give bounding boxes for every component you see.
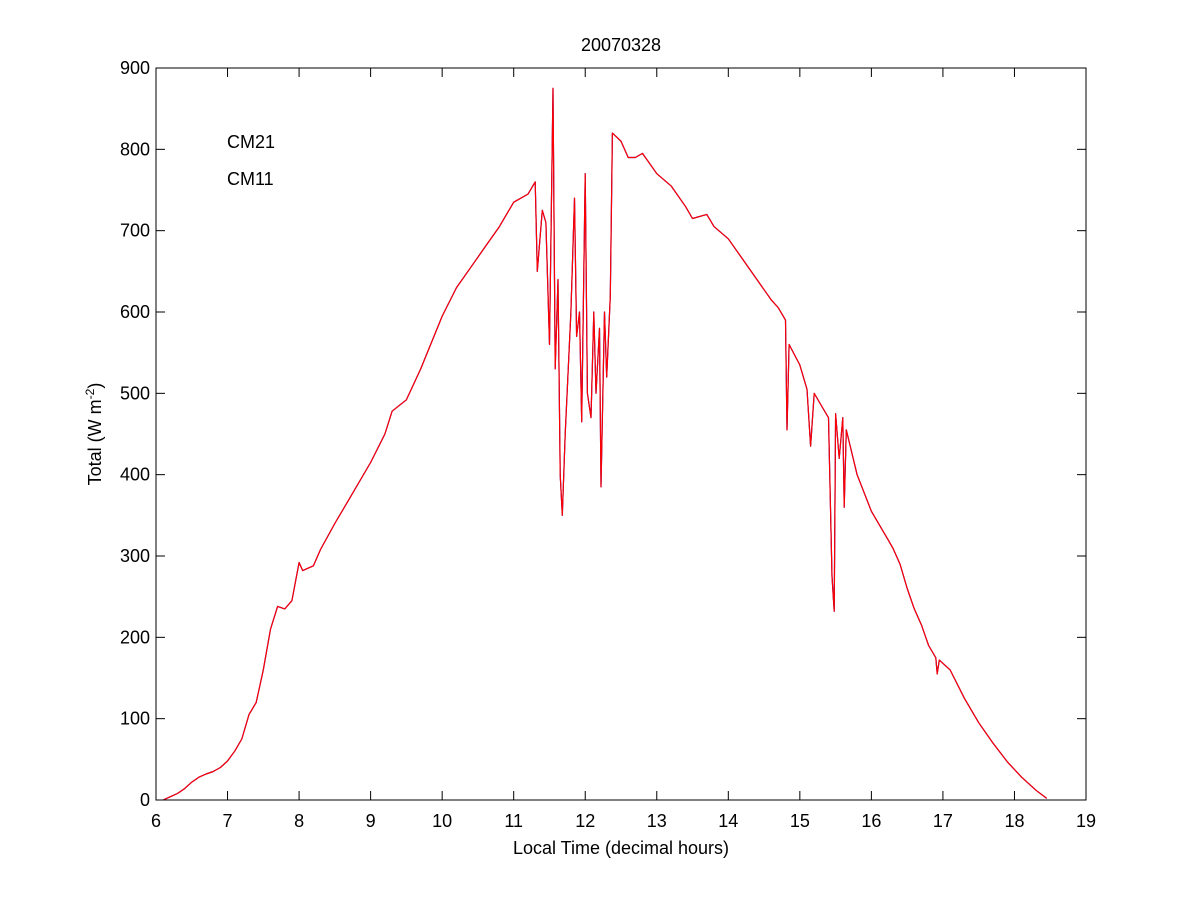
y-tick-label: 900: [120, 58, 150, 78]
x-tick-label: 8: [294, 811, 304, 831]
x-tick-label: 11: [504, 811, 523, 831]
x-tick-label: 15: [790, 811, 810, 831]
x-tick-label: 19: [1076, 811, 1096, 831]
y-tick-label: 100: [120, 709, 150, 729]
x-tick-label: 14: [718, 811, 738, 831]
legend-label-cm11: CM11: [227, 169, 274, 189]
y-tick-label: 200: [120, 627, 150, 647]
x-tick-label: 13: [647, 811, 667, 831]
y-axis-label-exponent: -2: [83, 388, 97, 399]
axes-box: [155, 67, 1087, 801]
y-tick-label: 500: [120, 383, 150, 403]
y-tick-label: 800: [120, 139, 150, 159]
x-tick-label: 9: [366, 811, 376, 831]
y-tick-label: 0: [140, 790, 150, 810]
y-tick-label: 700: [120, 221, 150, 241]
y-axis-label-close: ): [85, 383, 105, 389]
x-tick-label: 12: [575, 811, 595, 831]
tick-layer: 6 7 8 9 10 11 12 13 14 15 16 17 18 19 0 100 200 300 400 500…: [120, 58, 1096, 831]
y-tick-label: 600: [120, 302, 150, 322]
legend-label-cm21: CM21: [227, 132, 275, 152]
series-line-cm11: [162, 87, 1048, 801]
x-tick-label: 18: [1004, 811, 1024, 831]
chart-title: 20070328: [581, 35, 661, 55]
y-axis-label-text: Total (W m: [85, 399, 105, 485]
x-tick-label: 6: [151, 811, 161, 831]
y-tick-label: 400: [120, 465, 150, 485]
x-tick-label: 16: [861, 811, 881, 831]
x-tick-label: 7: [223, 811, 233, 831]
x-tick-label: 10: [432, 811, 452, 831]
y-tick-label: 300: [120, 546, 150, 566]
series-layer: [162, 87, 1048, 801]
x-axis-label: Local Time (decimal hours): [513, 838, 729, 858]
y-axis-label: Total (W m-2): [83, 383, 105, 486]
x-tick-label: 17: [933, 811, 953, 831]
chart-legend: CM21 CM11: [227, 132, 275, 189]
